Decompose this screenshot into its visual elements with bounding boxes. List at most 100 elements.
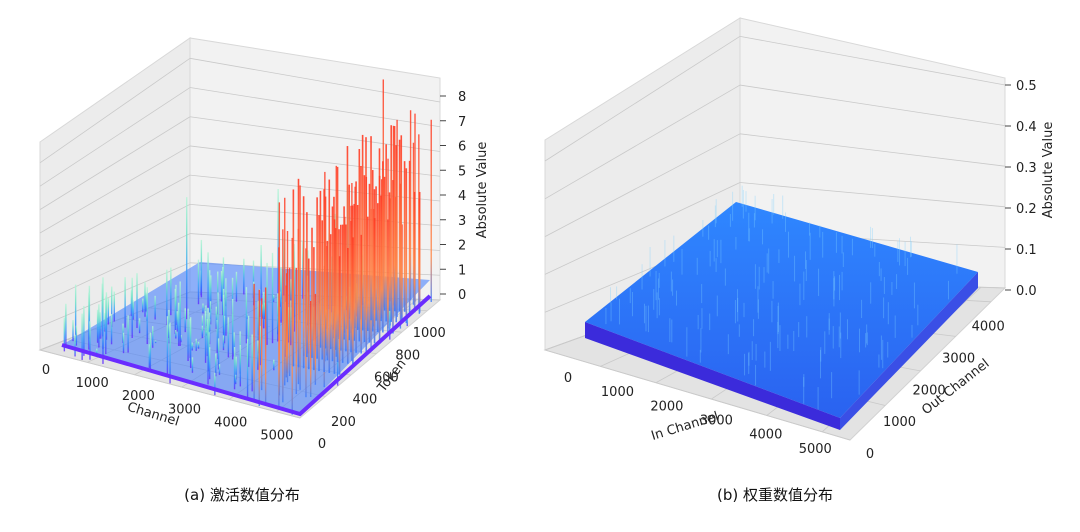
bar (887, 341, 889, 358)
bar (284, 197, 286, 386)
bar (174, 288, 177, 335)
bar (647, 305, 649, 333)
bar (656, 292, 658, 319)
y-tick-label: 800 (395, 348, 420, 363)
outlier-bar (324, 196, 327, 349)
bar (98, 304, 100, 348)
outlier-bar (361, 134, 364, 331)
outlier-bar (413, 191, 416, 313)
bar (111, 286, 113, 328)
bar (231, 277, 234, 315)
bar (883, 297, 885, 319)
bar (257, 300, 260, 354)
bar (748, 351, 750, 366)
bar (187, 308, 189, 361)
bar (217, 338, 220, 370)
bar (289, 300, 292, 346)
bar (616, 286, 618, 300)
bar (246, 338, 249, 400)
bar (166, 316, 169, 375)
z-tick-label: 2 (458, 239, 466, 254)
bar (263, 292, 265, 329)
y-tick-labels: 0 200 400 600 800 1000 (318, 326, 446, 452)
bar (777, 302, 779, 332)
bar (858, 370, 860, 395)
outlier-bar (356, 204, 359, 330)
bar (260, 245, 262, 301)
bar (894, 315, 896, 338)
bar (214, 372, 216, 396)
z-tick-label: 0.5 (1016, 79, 1037, 94)
outlier-bar (336, 166, 339, 363)
bar (887, 302, 889, 325)
outlier-bar (403, 161, 406, 312)
outlier-bar (358, 149, 361, 342)
bar (947, 280, 949, 300)
bar (148, 344, 151, 368)
bar (714, 205, 716, 228)
bar (643, 303, 645, 324)
z-tick-label: 0.1 (1016, 243, 1037, 258)
bar (669, 318, 671, 342)
bar (110, 313, 113, 345)
bar (758, 266, 760, 290)
bar (605, 307, 607, 325)
bar (277, 189, 279, 299)
outlier-bar (350, 220, 352, 353)
bar (866, 332, 868, 346)
bar (805, 251, 807, 269)
outlier-bar (375, 186, 377, 321)
bar (772, 281, 774, 299)
bar (208, 312, 211, 345)
bar (184, 308, 186, 333)
bar (145, 292, 147, 312)
outlier-bar (345, 224, 347, 352)
y-tick-label: 400 (352, 393, 377, 408)
bar (897, 241, 899, 262)
bar (700, 328, 702, 353)
bar (754, 264, 756, 289)
x-tick-label: 0 (564, 371, 572, 386)
bar (871, 228, 873, 249)
bar (216, 319, 218, 353)
bar (865, 333, 867, 348)
bar-edge (61, 294, 432, 417)
bar (729, 214, 731, 227)
bar (186, 197, 188, 320)
bar (409, 110, 412, 301)
outlier-bar (321, 220, 324, 360)
bar (743, 302, 745, 318)
outlier-bar (395, 145, 398, 323)
bar (389, 301, 391, 340)
bar (910, 241, 912, 257)
bar (260, 298, 263, 391)
bar (702, 220, 704, 237)
bar (735, 236, 737, 250)
bar (122, 332, 125, 354)
y-tick-label: 0 (866, 447, 874, 462)
outlier-bar (311, 227, 313, 358)
bar (609, 287, 611, 303)
bar (763, 267, 765, 283)
bar (259, 326, 261, 366)
bar (179, 281, 181, 346)
bar (779, 325, 781, 351)
caption: (a) 激活数值分布 (184, 486, 300, 504)
outlier-bar (398, 139, 401, 312)
bar (681, 248, 683, 275)
bar (828, 318, 830, 335)
bar (709, 250, 711, 267)
bar (280, 269, 282, 323)
x-tick-labels: 0 1000 2000 3000 4000 5000 (42, 363, 294, 443)
x-axis-label: In Channel (650, 409, 721, 444)
bar (727, 334, 729, 355)
bar (105, 296, 107, 355)
bar (225, 278, 227, 336)
bar (778, 249, 780, 264)
outlier-bar (360, 234, 362, 354)
bar (278, 247, 280, 410)
bar (279, 291, 281, 307)
bar (222, 294, 225, 345)
bar (744, 353, 746, 376)
